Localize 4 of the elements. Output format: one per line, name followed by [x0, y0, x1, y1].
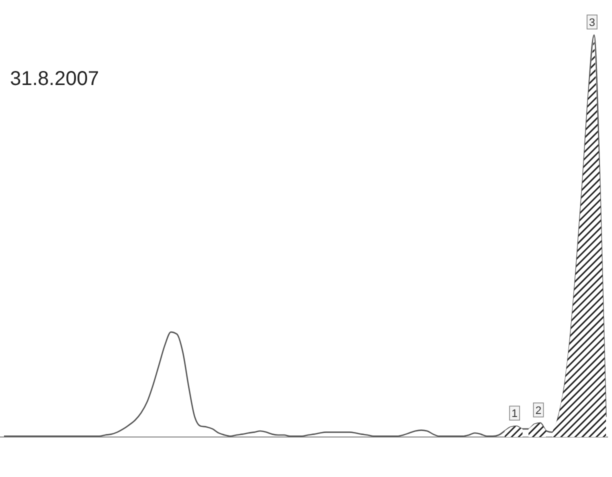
annotation: 1	[512, 408, 518, 420]
annotation: 31.8.2007	[10, 68, 99, 90]
annotation: 2	[535, 404, 542, 417]
text: 3	[589, 17, 596, 29]
